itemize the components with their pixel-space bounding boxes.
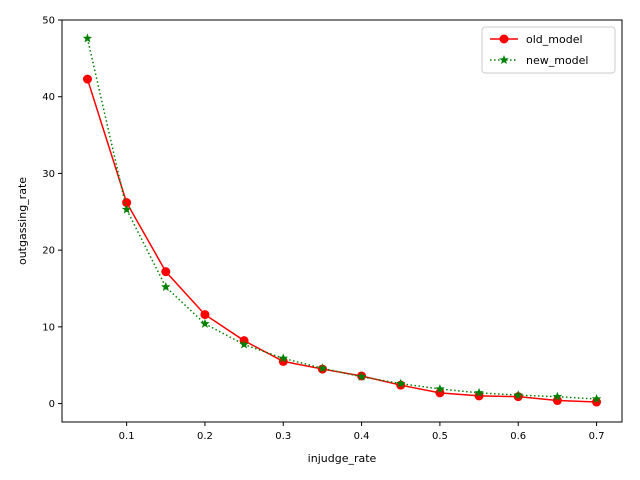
x-axis-ticks: 0.1 0.2 0.3 0.4 0.5 0.6 0.7 xyxy=(119,422,605,442)
data-point-new_model xyxy=(121,204,132,214)
y-axis-label: outgassing_rate xyxy=(16,177,29,265)
legend-label: old_model xyxy=(526,33,583,46)
data-point-new_model xyxy=(435,384,445,394)
data-point-old_model xyxy=(161,267,171,277)
x-tick-label: 0.1 xyxy=(119,431,135,442)
y-tick-label: 0 xyxy=(49,399,55,410)
series-line-old_model xyxy=(86,78,597,403)
data-point-new_model xyxy=(591,393,602,404)
x-tick-label: 0.2 xyxy=(197,431,213,442)
data-point-new_model xyxy=(278,353,289,363)
data-point-new_model xyxy=(317,363,328,373)
data-point-new_model xyxy=(552,391,563,401)
series-layer xyxy=(82,33,602,407)
series-new_model xyxy=(82,33,602,404)
x-axis-label: injudge_rate xyxy=(308,452,377,465)
legend-label: new_model xyxy=(526,54,589,67)
data-point-old_model xyxy=(122,198,132,208)
y-axis-ticks: 0 10 20 30 40 50 xyxy=(42,16,62,410)
legend-marker xyxy=(499,34,509,44)
data-point-old_model xyxy=(474,391,484,401)
legend-marker xyxy=(499,55,509,65)
x-tick-label: 0.3 xyxy=(275,431,291,442)
plot-frame xyxy=(61,19,623,423)
x-tick-label: 0.4 xyxy=(354,431,370,442)
data-point-new_model xyxy=(82,33,93,43)
y-tick-label: 40 xyxy=(42,92,55,103)
legend-item-new_model: new_model xyxy=(490,54,589,67)
data-point-old_model xyxy=(200,310,210,320)
x-tick-label: 0.5 xyxy=(432,431,448,442)
data-point-new_model xyxy=(200,318,210,328)
y-tick-label: 30 xyxy=(42,169,55,180)
x-tick-label: 0.7 xyxy=(589,431,605,442)
data-point-new_model xyxy=(356,371,367,381)
plot-background xyxy=(62,20,622,422)
legend: old_model new_model xyxy=(481,26,616,74)
data-point-new_model xyxy=(474,387,484,397)
x-tick-label: 0.6 xyxy=(510,431,526,442)
legend-item-old_model: old_model xyxy=(490,33,583,46)
data-point-old_model xyxy=(82,74,92,84)
data-point-new_model xyxy=(513,390,523,400)
y-tick-label: 10 xyxy=(42,322,55,333)
data-point-new_model xyxy=(239,339,249,349)
y-tick-label: 50 xyxy=(42,16,55,27)
data-point-new_model xyxy=(395,378,406,388)
y-tick-label: 20 xyxy=(42,246,55,257)
data-point-old_model xyxy=(592,397,602,407)
data-point-new_model xyxy=(161,281,171,292)
